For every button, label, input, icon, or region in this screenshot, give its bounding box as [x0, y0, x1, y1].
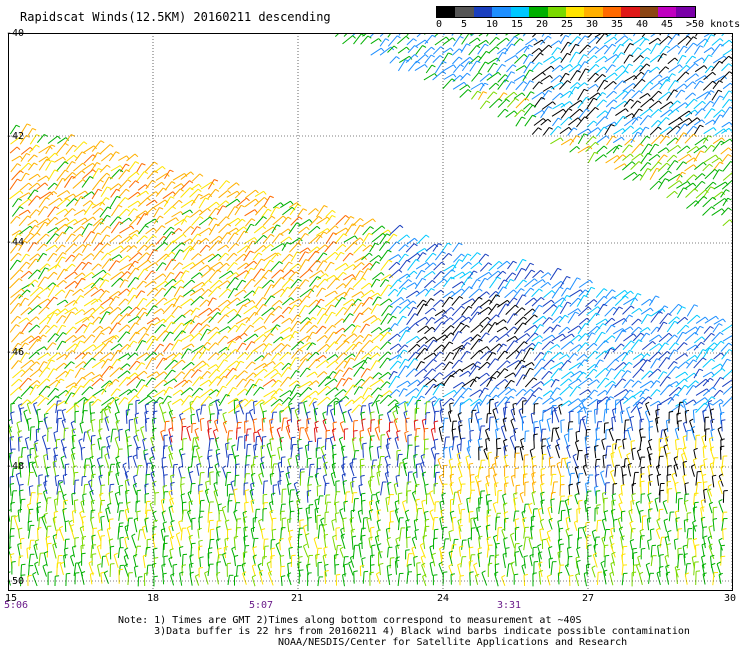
- legend-label: 25: [561, 19, 574, 30]
- wind-barbs: [8, 33, 733, 587]
- legend-swatch: [602, 7, 622, 17]
- legend-swatch: [584, 7, 603, 17]
- legend-label: 30: [586, 19, 599, 30]
- legend-label: 35: [611, 19, 624, 30]
- legend-label: 20: [536, 19, 549, 30]
- legend-swatch: [510, 7, 530, 17]
- legend-swatch: [473, 7, 493, 17]
- note-line-2: 3)Data buffer is 22 hrs from 20160211 4)…: [118, 626, 690, 637]
- lat-label-46: -46: [6, 347, 25, 358]
- notes-block: Note: 1) Times are GMT 2)Times along bot…: [118, 615, 690, 648]
- legend-swatch: [529, 7, 548, 17]
- lat-label-48: -48: [6, 461, 25, 472]
- lon-label-15: 15: [5, 593, 18, 604]
- lon-label-24: 24: [437, 593, 450, 604]
- wind-map: [8, 33, 733, 591]
- lat-label-42: -42: [6, 131, 25, 142]
- lon-label-18: 18: [147, 593, 160, 604]
- legend-swatch: [455, 7, 474, 17]
- legend-swatch: [547, 7, 566, 17]
- legend-label: 15: [511, 19, 524, 30]
- note-line-3: NOAA/NESDIS/Center for Satellite Applica…: [278, 637, 628, 648]
- wind-speed-legend: 0 5 10 15 20 25 30 35 40 45 >50 knots: [436, 6, 740, 36]
- legend-color-bar: [436, 6, 696, 18]
- lon-label-27: 27: [582, 593, 595, 604]
- legend-label: 0: [436, 19, 443, 30]
- lon-label-21: 21: [291, 593, 304, 604]
- time-label-3: 3:31: [497, 600, 522, 611]
- legend-swatch: [492, 7, 511, 17]
- time-label-2: 5:07: [249, 600, 274, 611]
- note-line-1: Note: 1) Times are GMT 2)Times along bot…: [118, 615, 582, 626]
- legend-swatch: [676, 7, 695, 17]
- legend-label: 5: [461, 19, 468, 30]
- legend-label: 45: [661, 19, 674, 30]
- map-title: Rapidscat Winds(12.5KM) 20160211 descend…: [20, 10, 331, 24]
- legend-swatch: [565, 7, 585, 17]
- legend-swatch: [437, 7, 456, 17]
- wind-barb-field: [8, 33, 733, 591]
- legend-label: >50 knots: [686, 19, 740, 30]
- legend-swatch: [639, 7, 659, 17]
- legend-label: 10: [486, 19, 499, 30]
- time-label-1: 5:06: [4, 600, 29, 611]
- lat-label-40: -40: [6, 28, 25, 39]
- lat-label-44: -44: [6, 237, 25, 248]
- legend-swatch: [621, 7, 640, 17]
- lat-label-50: -50: [6, 576, 25, 587]
- lon-label-30: 30: [724, 593, 737, 604]
- map-frame: [8, 33, 733, 591]
- legend-swatch: [658, 7, 677, 17]
- legend-label: 40: [636, 19, 649, 30]
